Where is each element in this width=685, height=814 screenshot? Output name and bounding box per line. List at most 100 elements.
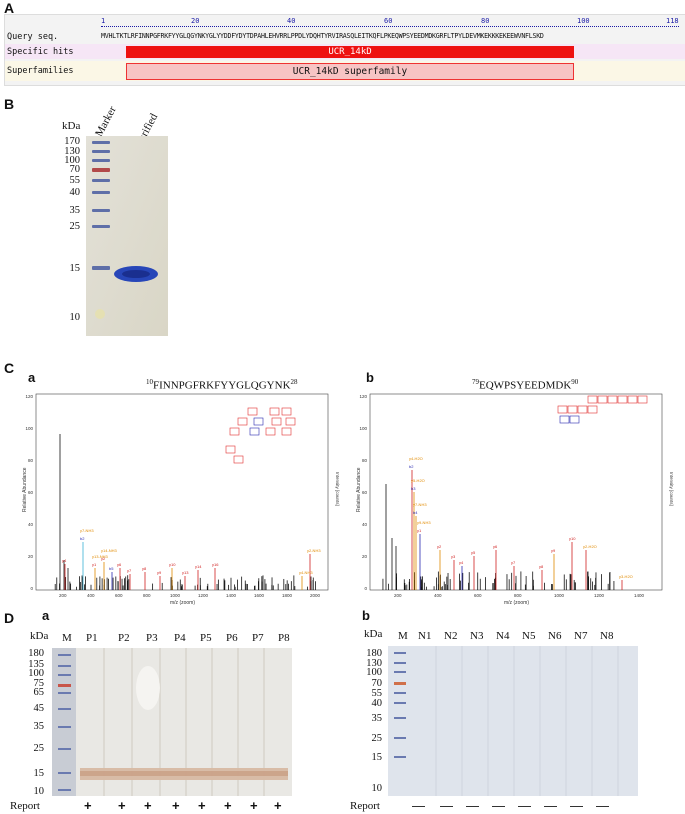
blot-a-ladder-labels: 180 135 100 75 65 45 35 25 15 10 [22,648,48,798]
specific-hit-bar: UCR_14kD [126,46,574,58]
blot-a-report-label: Report [10,800,40,812]
spectrum-a-ion-label: y6 [117,562,122,567]
spectrum-a-ion-label: y9 [157,570,162,575]
blot-b-report-label: Report [350,800,380,812]
blot-a-ladder-bands [58,654,71,791]
blot-b-report-n5: — [518,798,531,813]
gel-ladder-35: 35 [69,205,81,216]
gel-kda-label: kDa [62,120,81,132]
ruler-tick-100: 100 [577,17,590,25]
spectrum-b-xtick-800: 800 [514,593,522,598]
spectrum-a-ion-label: y14 [195,564,202,569]
blot-b-lane-n3: N3 [470,630,484,642]
blot-a-report-p4: + [172,798,180,813]
gel-ladder-170: 170 [64,136,80,147]
blot-a-ladder-135: 135 [28,659,44,670]
blot-b-ladder-70: 70 [371,678,383,689]
blot-b-lane-n6: N6 [548,630,562,642]
ruler-line [101,26,679,27]
spectrum-a-ion-label: y2 [101,556,106,561]
spectrum-a-end: 28 [290,378,298,386]
blot-b-ladder-40: 40 [371,698,383,709]
gel-ladder-40: 40 [69,187,81,198]
gel-ladder-55: 55 [69,175,81,186]
spectrum-a-xtick-1800: 1800 [282,593,293,598]
spectrum-b-ion-label: y2-H2O [583,544,597,549]
spectrum-a-ytick-20: 20 [28,554,34,559]
spectrum-b-ion-label: y1 [417,528,422,533]
blot-a-lane-labels: M P1 P2 P3 P4 P5 P6 P7 P8 [56,632,296,646]
spectrum-a-ion-label: y1 [92,562,97,567]
gel-lane-marker: Marker [93,104,119,139]
ruler-tick-80: 80 [481,17,490,25]
spectrum-a-xlabel: m/z (zoom) [170,600,195,606]
spectrum-b-ytick-0: 0 [364,586,367,591]
blot-b-report-n3: — [466,798,479,813]
blot-b-lane-labels: M N1 N2 N3 N4 N5 N6 N7 N8 [390,630,640,644]
spectrum-b-ion-label: y9-NH3 [417,520,431,525]
spectrum-b-xtick-1200: 1200 [594,593,605,598]
spectrum-b-ytick-100: 100 [359,426,367,431]
ruler-tick-118: 118 [666,17,679,25]
spectrum-b-ion-label: b4 [413,510,418,515]
spectrum-a-ion-label: y10 [169,562,176,567]
blot-a-letter: a [42,608,50,623]
spectrum-b-ytick-80: 80 [362,458,368,463]
spectrum-b-ion-label: b3 [411,486,416,491]
blot-a-lane-p2: P2 [118,632,130,644]
blot-a-lane-m: M [62,632,72,644]
blot-b-report-n1: — [412,798,425,813]
ruler-tick-20: 20 [191,17,200,25]
blot-b-ladder-25: 25 [371,733,383,744]
blot-a-report-p2: + [118,798,126,813]
sequence-ruler: 1 20 40 60 80 100 118 [101,17,681,29]
spectrum-a-ytick-120: 120 [25,394,33,399]
spectrum-b-ion-label: y6 [493,544,498,549]
spectrum-a-xtick-1000: 1000 [170,593,181,598]
spectrum-a-ion-label: y13-NH3 [92,554,109,559]
spectrum-a-ylabel: Relative Abundance [22,467,28,512]
domain-annotation-table: 1 20 40 60 80 100 118 Query seq. MVHLTKT… [4,14,685,86]
blot-a-ladder-75: 75 [33,678,45,689]
spectrum-b-ytick-20: 20 [362,554,368,559]
spectrum-a-xtick-1400: 1400 [226,593,237,598]
blot-b-lane-n7: N7 [574,630,588,642]
blot-b-lane-n8: N8 [600,630,614,642]
blot-a-ladder-45: 45 [33,703,45,714]
spectrum-b-ion-label: y5 [471,550,476,555]
blot-b-ladder-labels: 180 130 100 70 55 40 35 25 15 10 [360,648,386,798]
spectrum-b-ion-label: y7 [511,560,516,565]
blot-a-lane-p3: P3 [146,632,158,644]
spectrum-a-ion-label: y7-NH3 [80,528,94,533]
spectrum-b-ytick-60: 60 [362,490,368,495]
blot-b-ladder-100: 100 [366,667,382,678]
spectrum-a-ytick-0: 0 [30,586,33,591]
blot-a-report-p3: + [144,798,152,813]
spectrum-b-seq: EQWPSYEEDMDK [479,379,572,392]
spectrum-a-ytick-100: 100 [25,426,33,431]
spectrum-b-ytick-40: 40 [362,522,368,527]
spectrum-a-ion-label: y8 [142,566,147,571]
ruler-tick-1: 1 [101,17,106,25]
spectrum-b-xlabel: m/z (zoom) [504,600,529,606]
blot-b-ladder-130: 130 [366,658,382,669]
spectrum-b-ion-label: b2 [409,464,414,469]
blot-b-lane-m: M [398,630,408,642]
spectrum-b-ion-label: y8 [539,564,544,569]
blot-a-image [52,648,292,796]
spectrum-a-seq: FINNPGFRKFYYGLQGYNK [153,379,291,392]
spectrum-a-xtick-2000: 2000 [310,593,321,598]
blot-a-lane-p4: P4 [174,632,186,644]
blot-a-ladder-25: 25 [33,743,45,754]
spectrum-a-ytick-40: 40 [28,522,34,527]
spectrum-b-end: 90 [571,378,579,386]
blot-b-report-n7: — [570,798,583,813]
spectrum-b-letter: b [366,370,374,385]
spectrum-a-ion-label: b2 [80,536,85,541]
blot-b-lane-n1: N1 [418,630,432,642]
blot-a-report-p8: + [274,798,282,813]
spectrum-b-peptide: 79EQWPSYEEDMDK90 [472,378,578,392]
spectrum-b-ion-label: y2 [437,544,442,549]
